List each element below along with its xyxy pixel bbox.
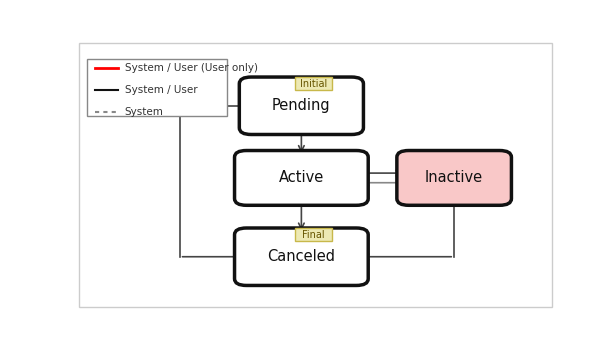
FancyBboxPatch shape [86, 59, 227, 117]
Text: Inactive: Inactive [425, 170, 483, 185]
FancyBboxPatch shape [294, 228, 332, 242]
Text: System / User (User only): System / User (User only) [124, 64, 257, 73]
Text: System / User: System / User [124, 85, 197, 95]
FancyBboxPatch shape [235, 151, 368, 205]
Text: Final: Final [302, 230, 325, 240]
FancyBboxPatch shape [397, 151, 511, 205]
Text: Active: Active [279, 170, 324, 185]
Text: Canceled: Canceled [267, 249, 335, 264]
FancyBboxPatch shape [235, 228, 368, 286]
FancyBboxPatch shape [294, 77, 332, 91]
Text: Pending: Pending [272, 98, 331, 113]
Text: Initial: Initial [300, 79, 327, 89]
FancyBboxPatch shape [239, 77, 363, 135]
Text: System: System [124, 107, 164, 117]
